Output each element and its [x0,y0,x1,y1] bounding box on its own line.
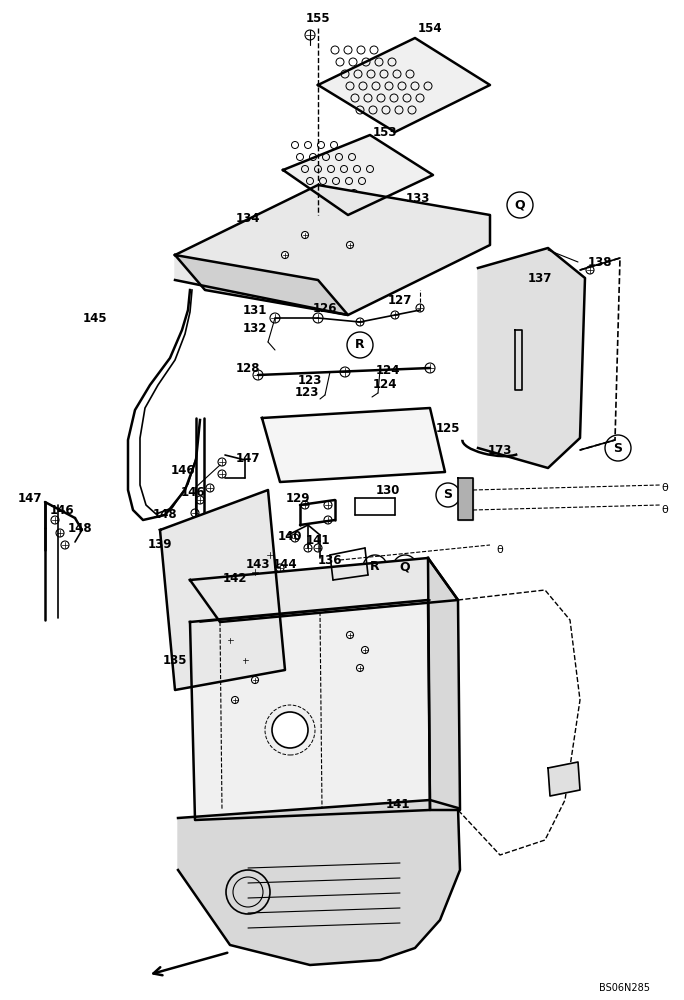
Circle shape [313,313,323,323]
Text: 124: 124 [373,378,397,391]
Text: BS06N285: BS06N285 [599,983,650,993]
Text: S: S [614,442,622,454]
Polygon shape [428,558,460,810]
Text: 154: 154 [418,21,443,34]
Circle shape [270,313,280,323]
Circle shape [302,232,308,238]
Text: 140: 140 [278,530,302,544]
Circle shape [231,696,239,704]
Polygon shape [190,558,458,622]
Polygon shape [548,762,580,796]
Text: 134: 134 [236,212,260,225]
Text: 123: 123 [295,386,319,399]
Text: 146: 146 [181,487,205,499]
Text: R: R [355,338,365,352]
Circle shape [253,370,263,380]
Text: 146: 146 [171,464,196,477]
Polygon shape [318,38,490,132]
Circle shape [324,516,332,524]
Circle shape [206,484,214,492]
Text: 147: 147 [236,452,260,464]
Text: 153: 153 [373,126,397,139]
Circle shape [196,496,204,504]
Text: 141: 141 [306,534,330,546]
Circle shape [347,241,354,248]
Text: R: R [370,560,380,574]
Text: 125: 125 [436,422,460,434]
Circle shape [251,568,259,576]
Text: S: S [443,488,453,502]
Text: 139: 139 [148,538,172,552]
Text: 135: 135 [163,654,187,666]
Text: 129: 129 [286,491,311,504]
Polygon shape [190,600,430,820]
Polygon shape [178,800,460,965]
Text: 147: 147 [18,491,42,504]
Circle shape [291,534,299,542]
Polygon shape [458,478,473,520]
Text: 173: 173 [488,444,512,456]
Text: 126: 126 [313,302,337,314]
Text: 136: 136 [318,554,342,566]
Circle shape [282,251,289,258]
Text: 133: 133 [406,192,430,205]
Text: 148: 148 [68,522,92,534]
Text: θ: θ [497,545,503,555]
Circle shape [324,501,332,509]
Polygon shape [160,490,285,690]
Polygon shape [175,185,490,315]
Circle shape [391,311,399,319]
Circle shape [266,551,274,559]
Circle shape [347,632,354,639]
Text: θ: θ [661,483,668,493]
Circle shape [356,318,364,326]
Circle shape [586,266,594,274]
Text: 137: 137 [528,271,552,284]
Circle shape [226,637,233,644]
Circle shape [241,656,248,664]
Text: 145: 145 [83,312,107,324]
Circle shape [425,363,435,373]
Text: 143: 143 [246,558,270,572]
Circle shape [61,541,69,549]
Circle shape [305,30,315,40]
Text: Q: Q [514,198,525,212]
Circle shape [191,509,199,517]
Text: 138: 138 [588,255,612,268]
Polygon shape [478,248,585,468]
Text: 141: 141 [386,798,410,812]
Circle shape [272,712,308,748]
Polygon shape [262,408,445,482]
Text: 128: 128 [236,361,260,374]
Text: θ: θ [661,505,668,515]
Text: 142: 142 [223,572,247,584]
Polygon shape [283,135,433,215]
Circle shape [51,516,59,524]
Circle shape [252,676,259,684]
Text: Q: Q [399,560,410,574]
Circle shape [276,564,284,572]
Text: 155: 155 [306,11,330,24]
Text: 127: 127 [388,294,412,306]
Text: 146: 146 [50,504,75,516]
Text: 124: 124 [376,363,400,376]
Text: 130: 130 [376,484,400,496]
Text: 132: 132 [243,322,267,334]
Circle shape [356,664,363,672]
Circle shape [416,304,424,312]
Polygon shape [175,255,348,315]
Text: 123: 123 [298,373,322,386]
Text: 148: 148 [153,508,177,522]
Circle shape [362,647,369,654]
Circle shape [56,529,64,537]
Circle shape [301,501,309,509]
Circle shape [340,367,350,377]
Circle shape [218,470,226,478]
Circle shape [314,544,322,552]
Circle shape [218,458,226,466]
Text: 131: 131 [243,304,267,316]
Text: 144: 144 [273,558,298,572]
Circle shape [304,544,312,552]
